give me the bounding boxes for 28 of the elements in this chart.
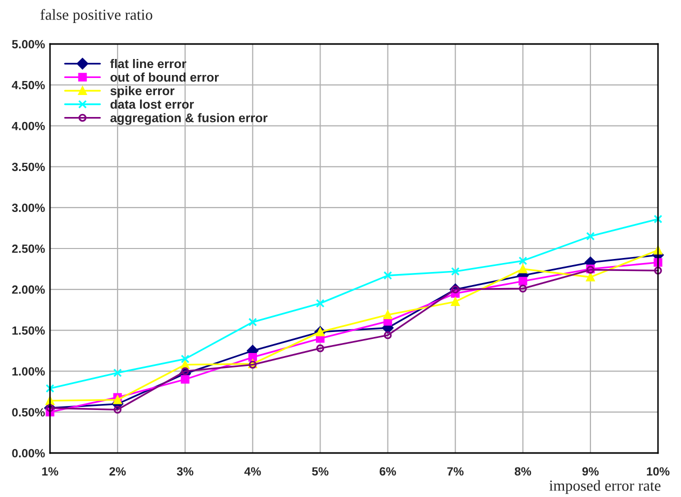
y-tick-label: 2.00% [12,285,45,294]
legend-label: out of bound error [110,72,219,82]
y-tick-label: 1.50% [12,326,45,335]
legend-label: flat line error [110,59,186,68]
x-axis-title: imposed error rate [549,480,660,494]
legend-label: data lost error [110,100,194,109]
y-tick-label: 0.00% [12,449,45,458]
y-tick-label: 3.00% [12,204,45,212]
legend-label: spike error [110,86,174,98]
y-tick-label: 4.00% [12,122,45,130]
x-tick-label: 1% [42,467,58,476]
x-tick-label: 5% [312,467,328,476]
x-tick-label: 9% [582,467,599,476]
y-tick-label: 3.50% [12,162,45,172]
y-tick-label: 4.50% [12,80,45,90]
y-tick-label: 2.50% [12,244,45,253]
x-tick-label: 6% [380,467,396,476]
legend-label: aggregation & fusion error [110,113,268,125]
x-tick-label: 2% [109,467,126,476]
y-tick-label: 0.50% [12,408,45,416]
x-tick-label: 3% [176,467,194,476]
y-tick-label: 5.00% [12,40,45,48]
y-tick-label: 1.00% [12,367,45,376]
x-tick-label: 10% [646,467,670,476]
x-tick-label: 8% [514,467,532,476]
x-tick-label: 7% [447,467,464,476]
y-axis-title: false positive ratio [40,8,152,24]
x-tick-label: 4% [244,467,261,476]
